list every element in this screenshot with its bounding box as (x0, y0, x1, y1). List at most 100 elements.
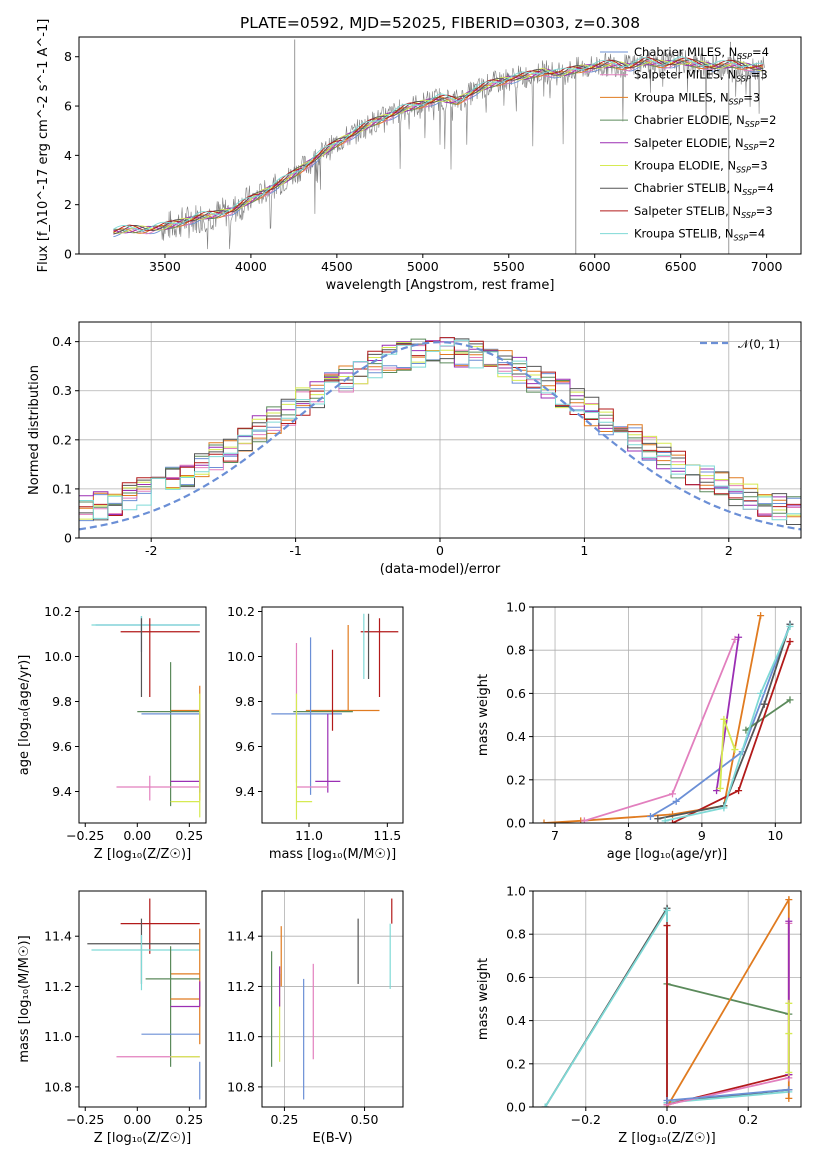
series-line-chabrier_elodie (745, 699, 791, 731)
legend-label-kroupa_miles: Kroupa MILES, NSSP=3 (634, 90, 760, 106)
x-axis-label: wavelength [Angstrom, rest frame] (326, 278, 555, 293)
axes-frame (78, 606, 207, 824)
y-tick-label: 10.0 (44, 649, 72, 664)
legend-label-kroupa_elodie: Kroupa ELODIE, NSSP=3 (634, 159, 768, 175)
marker-kroupa_miles (785, 896, 793, 904)
legend-label-chabrier_elodie: Chabrier ELODIE, NSSP=2 (634, 113, 776, 129)
x-tick-label: 0.50 (351, 1112, 379, 1127)
y-tick-label: 10.2 (44, 604, 72, 619)
axes-frame (261, 606, 404, 824)
x-tick-label: 11.5 (373, 828, 401, 843)
series-line-chabrier_miles (666, 1088, 789, 1102)
x-tick-label: −0.2 (571, 1112, 601, 1127)
y-tick-label: 0.8 (506, 927, 526, 942)
y-tick-label: 2 (64, 197, 72, 212)
y-tick-label: 0.6 (506, 686, 526, 701)
y-tick-label: 9.4 (52, 784, 72, 799)
x-tick-label: −0.25 (66, 828, 104, 843)
residuals-panel: -2 -1 0 1 2 0 0.1 0.2 0.3 0.4 (data-model)/error No… (27, 321, 802, 577)
marker-kroupa_stelib (757, 689, 765, 697)
x-tick-label: 0.25 (175, 828, 203, 843)
y-tick-label: 10.0 (227, 649, 255, 664)
y-tick-label: 10.8 (44, 1079, 72, 1094)
y-tick-label: 0 (64, 531, 72, 546)
axes-frame (78, 36, 802, 255)
axes-frame (261, 890, 404, 1108)
mass-vs-metallicity-panel: −0.25 0.00 0.25 10.8 11.0 11.2 11.4 Z [log₁₀(Z/… (17, 890, 207, 1146)
y-tick-label: 9.8 (235, 694, 255, 709)
x-axis-label: age [log₁₀(age/yr)] (607, 847, 728, 862)
x-tick-label: 5500 (493, 259, 525, 274)
series-line-chabrier_stelib (657, 624, 791, 820)
y-axis-label: mass [log₁₀(M/M☉)] (17, 935, 32, 1062)
x-tick-label: 0.25 (271, 1112, 299, 1127)
spectrum-panel: 3500 4000 4500 5000 5500 6000 6500 7000 0 2 4 6 8 wav… (36, 19, 802, 293)
y-tick-label: 10.2 (227, 604, 255, 619)
errorbars (271, 898, 393, 1100)
y-tick-label: 9.8 (52, 694, 72, 709)
axes-frame (532, 890, 802, 1108)
x-tick-label: 5000 (407, 259, 439, 274)
marker-chabrier_stelib (760, 700, 768, 708)
x-tick-label: -1 (289, 543, 301, 558)
errorbars (87, 898, 201, 1100)
marker-kroupa_miles (540, 819, 548, 823)
series-line-kroupa_stelib (665, 626, 791, 822)
residuals-legend: 𝒩(0, 1) (700, 337, 780, 351)
marker-kroupa_miles (757, 612, 765, 620)
y-axis-label: mass weight (476, 958, 491, 1040)
histogram-kroupa_stelib (79, 339, 801, 525)
mass-vs-ebv-panel: 0.25 0.50 10.8 11.0 11.2 11.4 E(B-V) (227, 890, 404, 1146)
y-tick-label: 4 (64, 148, 72, 163)
y-tick-label: 11.2 (44, 979, 72, 994)
marker-kroupa_stelib (541, 1103, 549, 1107)
series-line-salpeter_stelib (666, 925, 790, 1106)
series-line-kroupa_miles (666, 896, 790, 1107)
x-tick-label: 6000 (579, 259, 611, 274)
x-tick-label: −0.25 (66, 1112, 104, 1127)
legend-label-salpeter_miles: Salpeter MILES, NSSP=3 (634, 68, 768, 84)
errorbars (271, 613, 399, 820)
x-tick-label: 0.00 (123, 1112, 151, 1127)
marker-kroupa_stelib (663, 906, 671, 914)
series-line-chabrier_miles (650, 623, 791, 818)
y-tick-label: 11.0 (44, 1029, 72, 1044)
marker-kroupa_elodie (785, 999, 793, 1007)
marker-kroupa_stelib (661, 817, 669, 823)
y-tick-label: 9.4 (235, 784, 255, 799)
y-tick-label: 1.0 (506, 600, 526, 615)
series-line-salpeter_elodie (715, 637, 740, 791)
marker-kroupa_elodie (716, 784, 724, 792)
y-axis-label: Normed distribution (27, 365, 42, 495)
marker-salpeter_stelib (663, 922, 671, 930)
y-tick-label: 0.4 (506, 1013, 526, 1028)
mass-weight-lines (540, 612, 794, 823)
marker-salpeter_elodie (713, 787, 721, 795)
axes-frame (78, 890, 207, 1108)
y-tick-label: 11.4 (227, 929, 255, 944)
x-tick-label: 6500 (665, 259, 697, 274)
x-tick-label: 0.25 (175, 1112, 203, 1127)
marker-chabrier_miles (663, 1097, 671, 1105)
x-tick-label: 0.00 (123, 828, 151, 843)
marker-chabrier_miles (646, 813, 654, 821)
x-axis-label: mass [log₁₀(M/M☉)] (269, 847, 396, 862)
massweight-vs-age-panel: 7 8 9 10 0.0 0.2 0.4 0.6 0.8 1.0 age [log₁₀(age/yr… (476, 600, 802, 862)
marker-chabrier_miles (785, 1086, 793, 1094)
y-tick-label: 0.1 (52, 481, 72, 496)
y-axis-label: Flux [f_λ10^-17 erg cm^-2 s^-1 A^-1] (36, 19, 51, 273)
marker-salpeter_elodie (785, 917, 793, 925)
age-vs-metallicity-panel: −0.25 0.00 0.25 9.4 9.6 9.8 10.0 10.2 Z [log₁₀(Z… (17, 604, 207, 862)
x-tick-label: 10 (767, 828, 783, 843)
series-line-chabrier_elodie (666, 983, 790, 1015)
x-axis-label: Z [log₁₀(Z/Z☉)] (94, 1131, 191, 1146)
marker-kroupa_stelib (720, 804, 728, 812)
y-tick-label: 11.0 (227, 1029, 255, 1044)
y-tick-label: 1.0 (506, 884, 526, 899)
axes-frame (532, 606, 802, 824)
x-tick-label: 0 (436, 543, 444, 558)
y-tick-label: 11.2 (227, 979, 255, 994)
histogram-salpeter_stelib (79, 337, 801, 517)
marker-salpeter_miles (580, 817, 588, 823)
x-tick-label: -2 (145, 543, 157, 558)
